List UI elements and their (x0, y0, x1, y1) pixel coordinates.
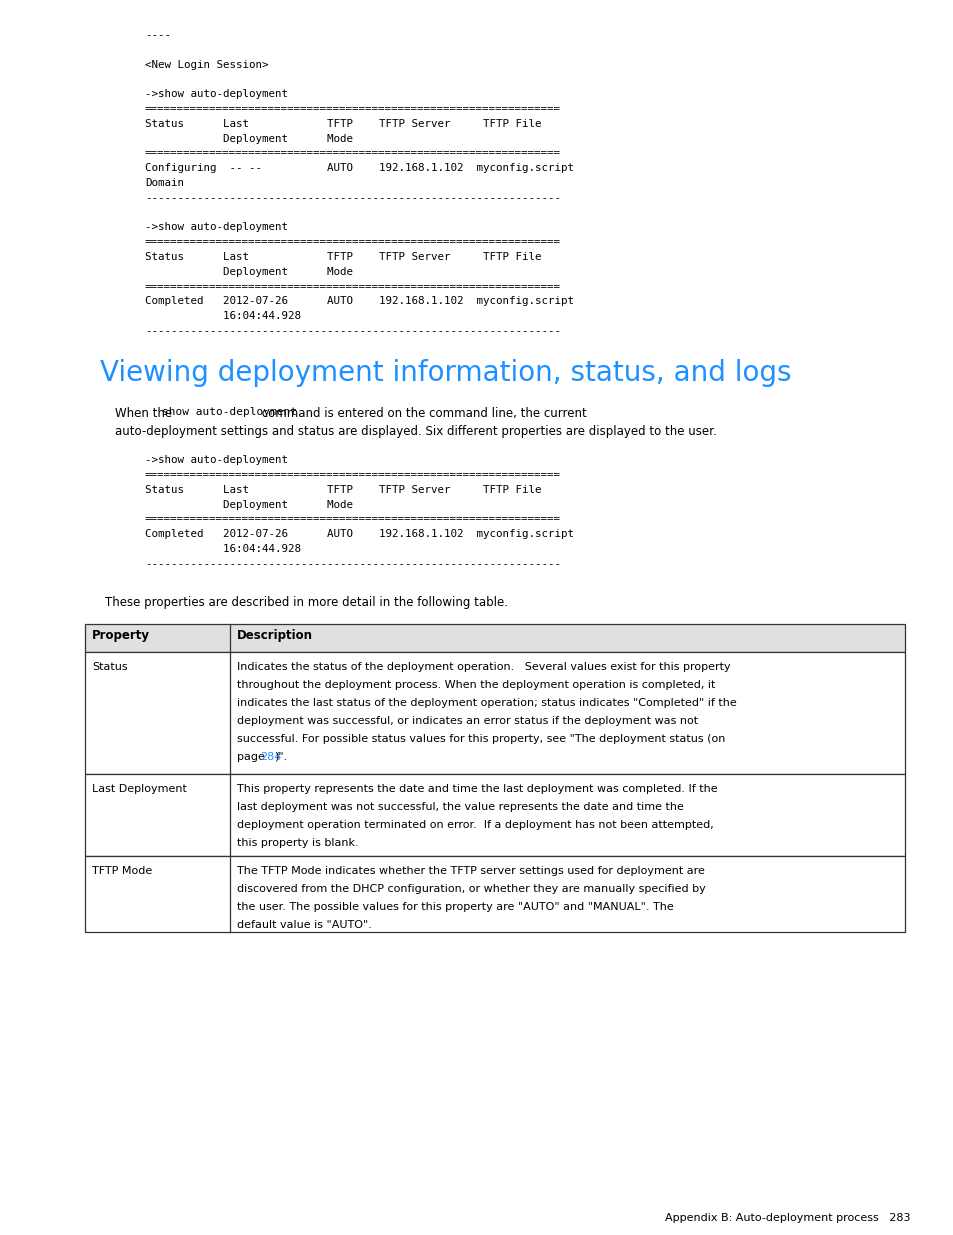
Text: throughout the deployment process. When the deployment operation is completed, i: throughout the deployment process. When … (236, 679, 715, 689)
Text: Description: Description (236, 629, 313, 642)
Bar (85, 624, 904, 652)
Text: Deployment      Mode: Deployment Mode (145, 267, 353, 277)
Text: deployment was successful, or indicates an error status if the deployment was no: deployment was successful, or indicates … (236, 716, 698, 726)
Text: ----------------------------------------------------------------: ----------------------------------------… (145, 326, 560, 336)
Text: last deployment was not successful, the value represents the date and time the: last deployment was not successful, the … (236, 802, 683, 811)
Text: Last Deployment: Last Deployment (91, 784, 187, 794)
Text: auto-deployment settings and status are displayed. Six different properties are : auto-deployment settings and status are … (115, 425, 716, 438)
Text: Completed   2012-07-26      AUTO    192.168.1.102  myconfig.script: Completed 2012-07-26 AUTO 192.168.1.102 … (145, 296, 574, 306)
Text: When the: When the (115, 406, 175, 420)
Text: Status: Status (91, 662, 128, 672)
Text: ================================================================: ========================================… (145, 148, 560, 158)
Text: the user. The possible values for this property are "AUTO" and "MANUAL". The: the user. The possible values for this p… (236, 902, 673, 911)
Text: ->show auto-deployment: ->show auto-deployment (145, 89, 288, 99)
Text: 16:04:44.928: 16:04:44.928 (145, 311, 301, 321)
Text: Configuring  -- --          AUTO    192.168.1.102  myconfig.script: Configuring -- -- AUTO 192.168.1.102 myc… (145, 163, 574, 173)
Bar (85, 652, 904, 773)
Text: These properties are described in more detail in the following table.: These properties are described in more d… (105, 595, 507, 609)
Text: default value is "AUTO".: default value is "AUTO". (236, 920, 372, 930)
Text: successful. For possible status values for this property, see "The deployment st: successful. For possible status values f… (236, 734, 724, 743)
Text: 284: 284 (260, 752, 281, 762)
Text: Completed   2012-07-26      AUTO    192.168.1.102  myconfig.script: Completed 2012-07-26 AUTO 192.168.1.102 … (145, 530, 574, 540)
Text: TFTP Mode: TFTP Mode (91, 866, 152, 876)
Text: ================================================================: ========================================… (145, 515, 560, 525)
Text: page: page (236, 752, 268, 762)
Text: ----: ---- (145, 30, 171, 40)
Text: command is entered on the command line, the current: command is entered on the command line, … (257, 406, 586, 420)
Text: Deployment      Mode: Deployment Mode (145, 500, 353, 510)
Text: Domain: Domain (145, 178, 184, 188)
Bar (85, 773, 904, 856)
Text: 16:04:44.928: 16:04:44.928 (145, 545, 301, 555)
Text: Indicates the status of the deployment operation.   Several values exist for thi: Indicates the status of the deployment o… (236, 662, 730, 672)
Text: show auto-deployment: show auto-deployment (162, 406, 296, 416)
Text: The TFTP Mode indicates whether the TFTP server settings used for deployment are: The TFTP Mode indicates whether the TFTP… (236, 866, 704, 876)
Text: <New Login Session>: <New Login Session> (145, 59, 268, 69)
Text: ----------------------------------------------------------------: ----------------------------------------… (145, 193, 560, 203)
Text: ->show auto-deployment: ->show auto-deployment (145, 456, 288, 466)
Text: This property represents the date and time the last deployment was completed. If: This property represents the date and ti… (236, 784, 717, 794)
Text: Status      Last            TFTP    TFTP Server     TFTP File: Status Last TFTP TFTP Server TFTP File (145, 119, 541, 128)
Text: Property: Property (91, 629, 150, 642)
Text: discovered from the DHCP configuration, or whether they are manually specified b: discovered from the DHCP configuration, … (236, 884, 705, 894)
Text: ----------------------------------------------------------------: ----------------------------------------… (145, 559, 560, 569)
Text: Viewing deployment information, status, and logs: Viewing deployment information, status, … (100, 359, 791, 387)
Text: deployment operation terminated on error.  If a deployment has not been attempte: deployment operation terminated on error… (236, 820, 713, 830)
Text: Status      Last            TFTP    TFTP Server     TFTP File: Status Last TFTP TFTP Server TFTP File (145, 252, 541, 262)
Text: Appendix B: Auto-deployment process   283: Appendix B: Auto-deployment process 283 (664, 1213, 909, 1223)
Text: ================================================================: ========================================… (145, 104, 560, 114)
Text: ================================================================: ========================================… (145, 237, 560, 247)
Bar (85, 856, 904, 931)
Text: ================================================================: ========================================… (145, 282, 560, 291)
Text: )".: )". (274, 752, 287, 762)
Text: Status      Last            TFTP    TFTP Server     TFTP File: Status Last TFTP TFTP Server TFTP File (145, 485, 541, 495)
Text: this property is blank.: this property is blank. (236, 837, 358, 847)
Text: indicates the last status of the deployment operation; status indicates "Complet: indicates the last status of the deploym… (236, 698, 736, 708)
Text: ================================================================: ========================================… (145, 471, 560, 480)
Text: ->show auto-deployment: ->show auto-deployment (145, 222, 288, 232)
Text: Deployment      Mode: Deployment Mode (145, 133, 353, 143)
